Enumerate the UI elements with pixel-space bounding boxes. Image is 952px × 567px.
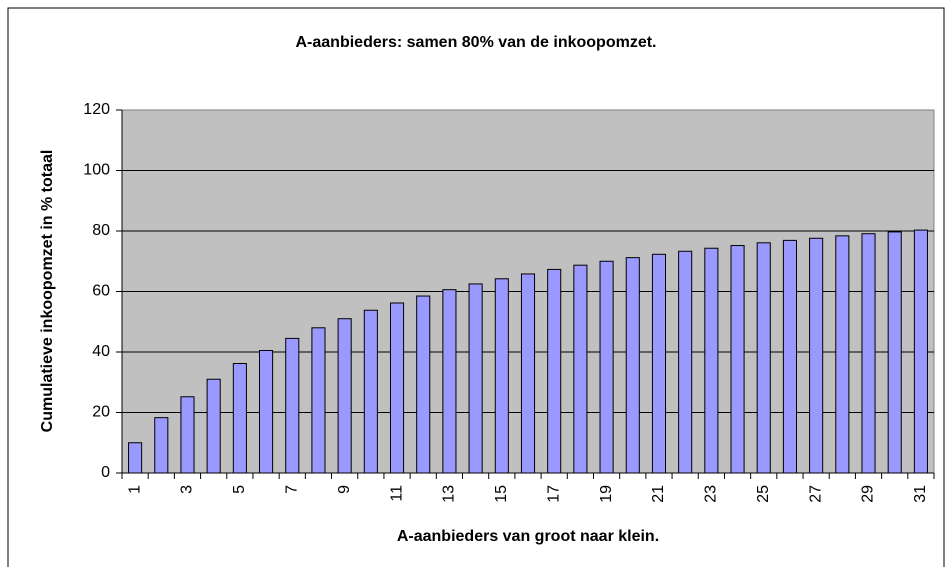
x-tick-label: 15 — [493, 485, 510, 503]
x-tick-label: 21 — [650, 485, 667, 503]
y-tick-label: 40 — [92, 343, 110, 360]
bar — [520, 273, 536, 474]
bar — [337, 318, 352, 474]
x-tick-label: 5 — [231, 485, 248, 494]
bar — [206, 378, 221, 474]
x-tick-label: 27 — [807, 485, 824, 503]
x-tick-label: 7 — [283, 485, 300, 494]
bar — [311, 327, 326, 474]
bar — [232, 362, 247, 474]
x-tick-label: 25 — [755, 485, 772, 503]
x-tick-label: 1 — [126, 485, 143, 494]
y-tick-label: 120 — [83, 101, 110, 118]
bar — [599, 260, 614, 474]
x-axis-label: A-aanbieders van groot naar klein. — [397, 528, 659, 545]
bar — [730, 245, 745, 474]
bar — [756, 242, 771, 474]
bar — [782, 239, 797, 474]
bar — [128, 442, 143, 474]
bar — [468, 283, 483, 474]
x-tick-label: 19 — [598, 485, 615, 503]
bar — [154, 417, 169, 474]
bar — [442, 289, 457, 474]
bar — [285, 337, 300, 474]
x-tick-label: 29 — [860, 485, 877, 503]
y-tick-label: 60 — [92, 283, 110, 300]
chart-title: A-aanbieders: samen 80% van de inkoopomz… — [296, 34, 657, 51]
bar — [835, 235, 850, 474]
bar — [887, 231, 902, 474]
bar — [678, 250, 693, 474]
x-tick-label: 17 — [545, 485, 562, 503]
y-tick-label: 0 — [101, 464, 110, 481]
bar — [363, 309, 378, 474]
bar — [809, 237, 824, 474]
bar — [494, 278, 509, 474]
y-tick-label: 80 — [92, 222, 110, 239]
bar — [259, 349, 274, 474]
bar — [416, 295, 431, 474]
x-tick-label: 31 — [912, 485, 929, 503]
y-tick-label: 20 — [92, 404, 110, 421]
bar — [625, 257, 640, 474]
bar — [861, 233, 876, 474]
y-tick-label: 100 — [83, 162, 110, 179]
bar — [913, 229, 928, 474]
bar — [573, 264, 588, 474]
bar — [389, 302, 405, 474]
x-tick-label: 3 — [179, 485, 196, 494]
bar — [547, 268, 562, 474]
x-tick-label: 13 — [441, 485, 458, 503]
y-axis-label: Cumulatieve inkoopomzet in % totaal — [39, 150, 56, 433]
x-tick-label: 23 — [703, 485, 720, 503]
bar — [704, 247, 719, 474]
x-tick-label: 9 — [336, 485, 353, 494]
x-tick-label: 11 — [388, 485, 405, 502]
bar — [651, 253, 667, 474]
bar — [180, 396, 195, 474]
